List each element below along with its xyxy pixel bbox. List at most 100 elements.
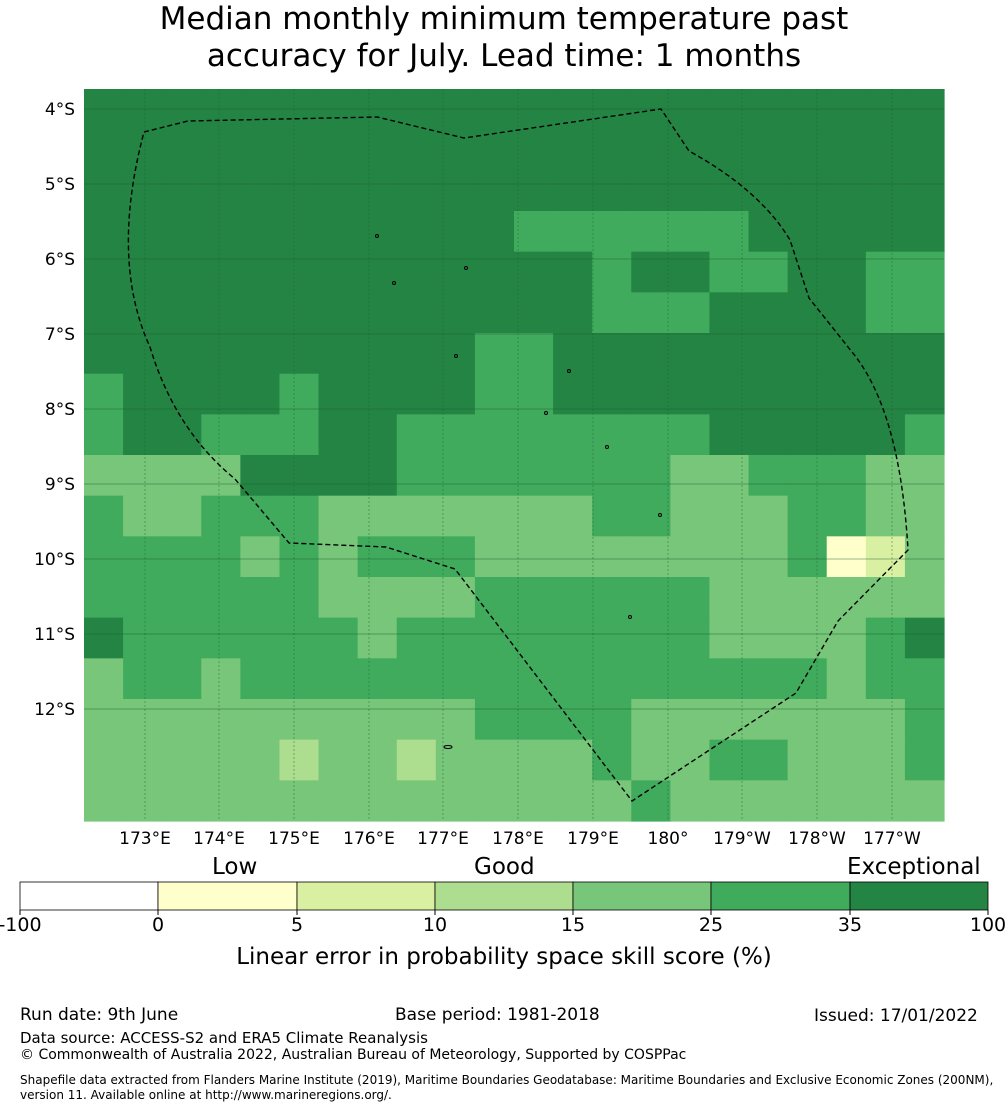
skill-cell [787,414,828,456]
skill-cell [357,739,398,781]
skill-cell [514,699,554,741]
skill-cell [826,414,867,456]
skill-cell [748,577,789,619]
skill-cell [435,617,476,659]
skill-cell [240,617,281,659]
skill-cell [592,211,632,253]
skill-cell [670,699,711,741]
skill-cell [162,292,202,334]
skill-cell [357,251,398,293]
longitude-label: 177°W [863,829,921,849]
skill-cell [865,373,906,415]
skill-cell [670,333,711,375]
skill-cell [396,373,437,415]
longitude-label: 179°E [567,829,619,849]
skill-cell [396,251,437,293]
skill-cell [162,89,202,131]
skill-cell [514,211,554,253]
skill-cell [553,617,593,659]
skill-cell [748,292,789,334]
skill-cell [123,495,163,537]
island-outline [567,369,571,373]
skill-cell [123,89,163,131]
skill-cell [865,129,906,171]
skill-cell [84,739,124,781]
skill-cell [123,739,163,781]
skill-cell [826,129,867,171]
latitude-label: 8°S [45,400,75,420]
skill-cell [435,780,476,822]
skill-cell [240,211,281,253]
skill-cell [670,577,711,619]
skill-cell [474,89,515,131]
skill-cell [279,536,320,578]
colorbar-segment [710,881,851,911]
skill-cell [787,536,828,578]
skill-cell [904,170,945,212]
skill-cell [162,577,202,619]
skill-cell [201,455,241,497]
skill-cell [670,495,711,537]
skill-cell [709,495,750,537]
skill-cell [240,495,281,537]
skill-cell [553,658,593,700]
skill-cell [904,658,945,700]
skill-cell [201,129,241,171]
skill-cell [201,699,241,741]
longitude-label: 177°E [417,829,469,849]
skill-cell [709,170,750,212]
skill-cell [592,292,632,334]
data-source: Data source: ACCESS-S2 and ERA5 Climate … [20,1029,428,1047]
skill-cell [514,617,554,659]
skill-cell [357,577,398,619]
skill-cell [670,129,711,171]
skill-cell [84,89,124,131]
skill-score-cells [84,89,945,822]
skill-cell [279,495,320,537]
longitude-label: 174°E [193,829,245,849]
skill-cell [240,292,281,334]
skill-cell [631,739,671,781]
skill-cell [709,577,750,619]
skill-cell [240,699,281,741]
skill-cell [201,617,241,659]
skill-cell [84,455,124,497]
skill-cell [357,89,398,131]
skill-cell [709,414,750,456]
skill-cell [826,373,867,415]
skill-cell [474,129,515,171]
colorbar-tick: 0 [151,914,165,936]
skill-cell [709,617,750,659]
skill-cell [514,129,554,171]
skill-cell [748,373,789,415]
skill-cell [787,129,828,171]
skill-cell [631,699,671,741]
skill-cell [396,129,437,171]
skill-cell [279,414,320,456]
island-outline [544,411,548,415]
longitude-label: 178°W [788,829,846,849]
skill-cell [787,292,828,334]
skill-cell [357,414,398,456]
skill-cell [865,780,906,822]
skill-cell [279,455,320,497]
longitude-label: 178°E [492,829,544,849]
skill-cell [357,129,398,171]
skill-cell [357,617,398,659]
skill-cell [318,373,359,415]
skill-cell [670,170,711,212]
skill-cell [670,739,711,781]
skill-cell [904,455,945,497]
skill-cell [279,617,320,659]
skill-cell [631,455,671,497]
skill-cell [201,333,241,375]
skill-cell [318,455,359,497]
skill-cell [240,739,281,781]
skill-cell [670,414,711,456]
skill-cell [396,739,437,781]
skill-cell [123,414,163,456]
skill-cell [787,739,828,781]
skill-cell [904,780,945,822]
skill-cell [240,333,281,375]
skill-cell [592,699,632,741]
